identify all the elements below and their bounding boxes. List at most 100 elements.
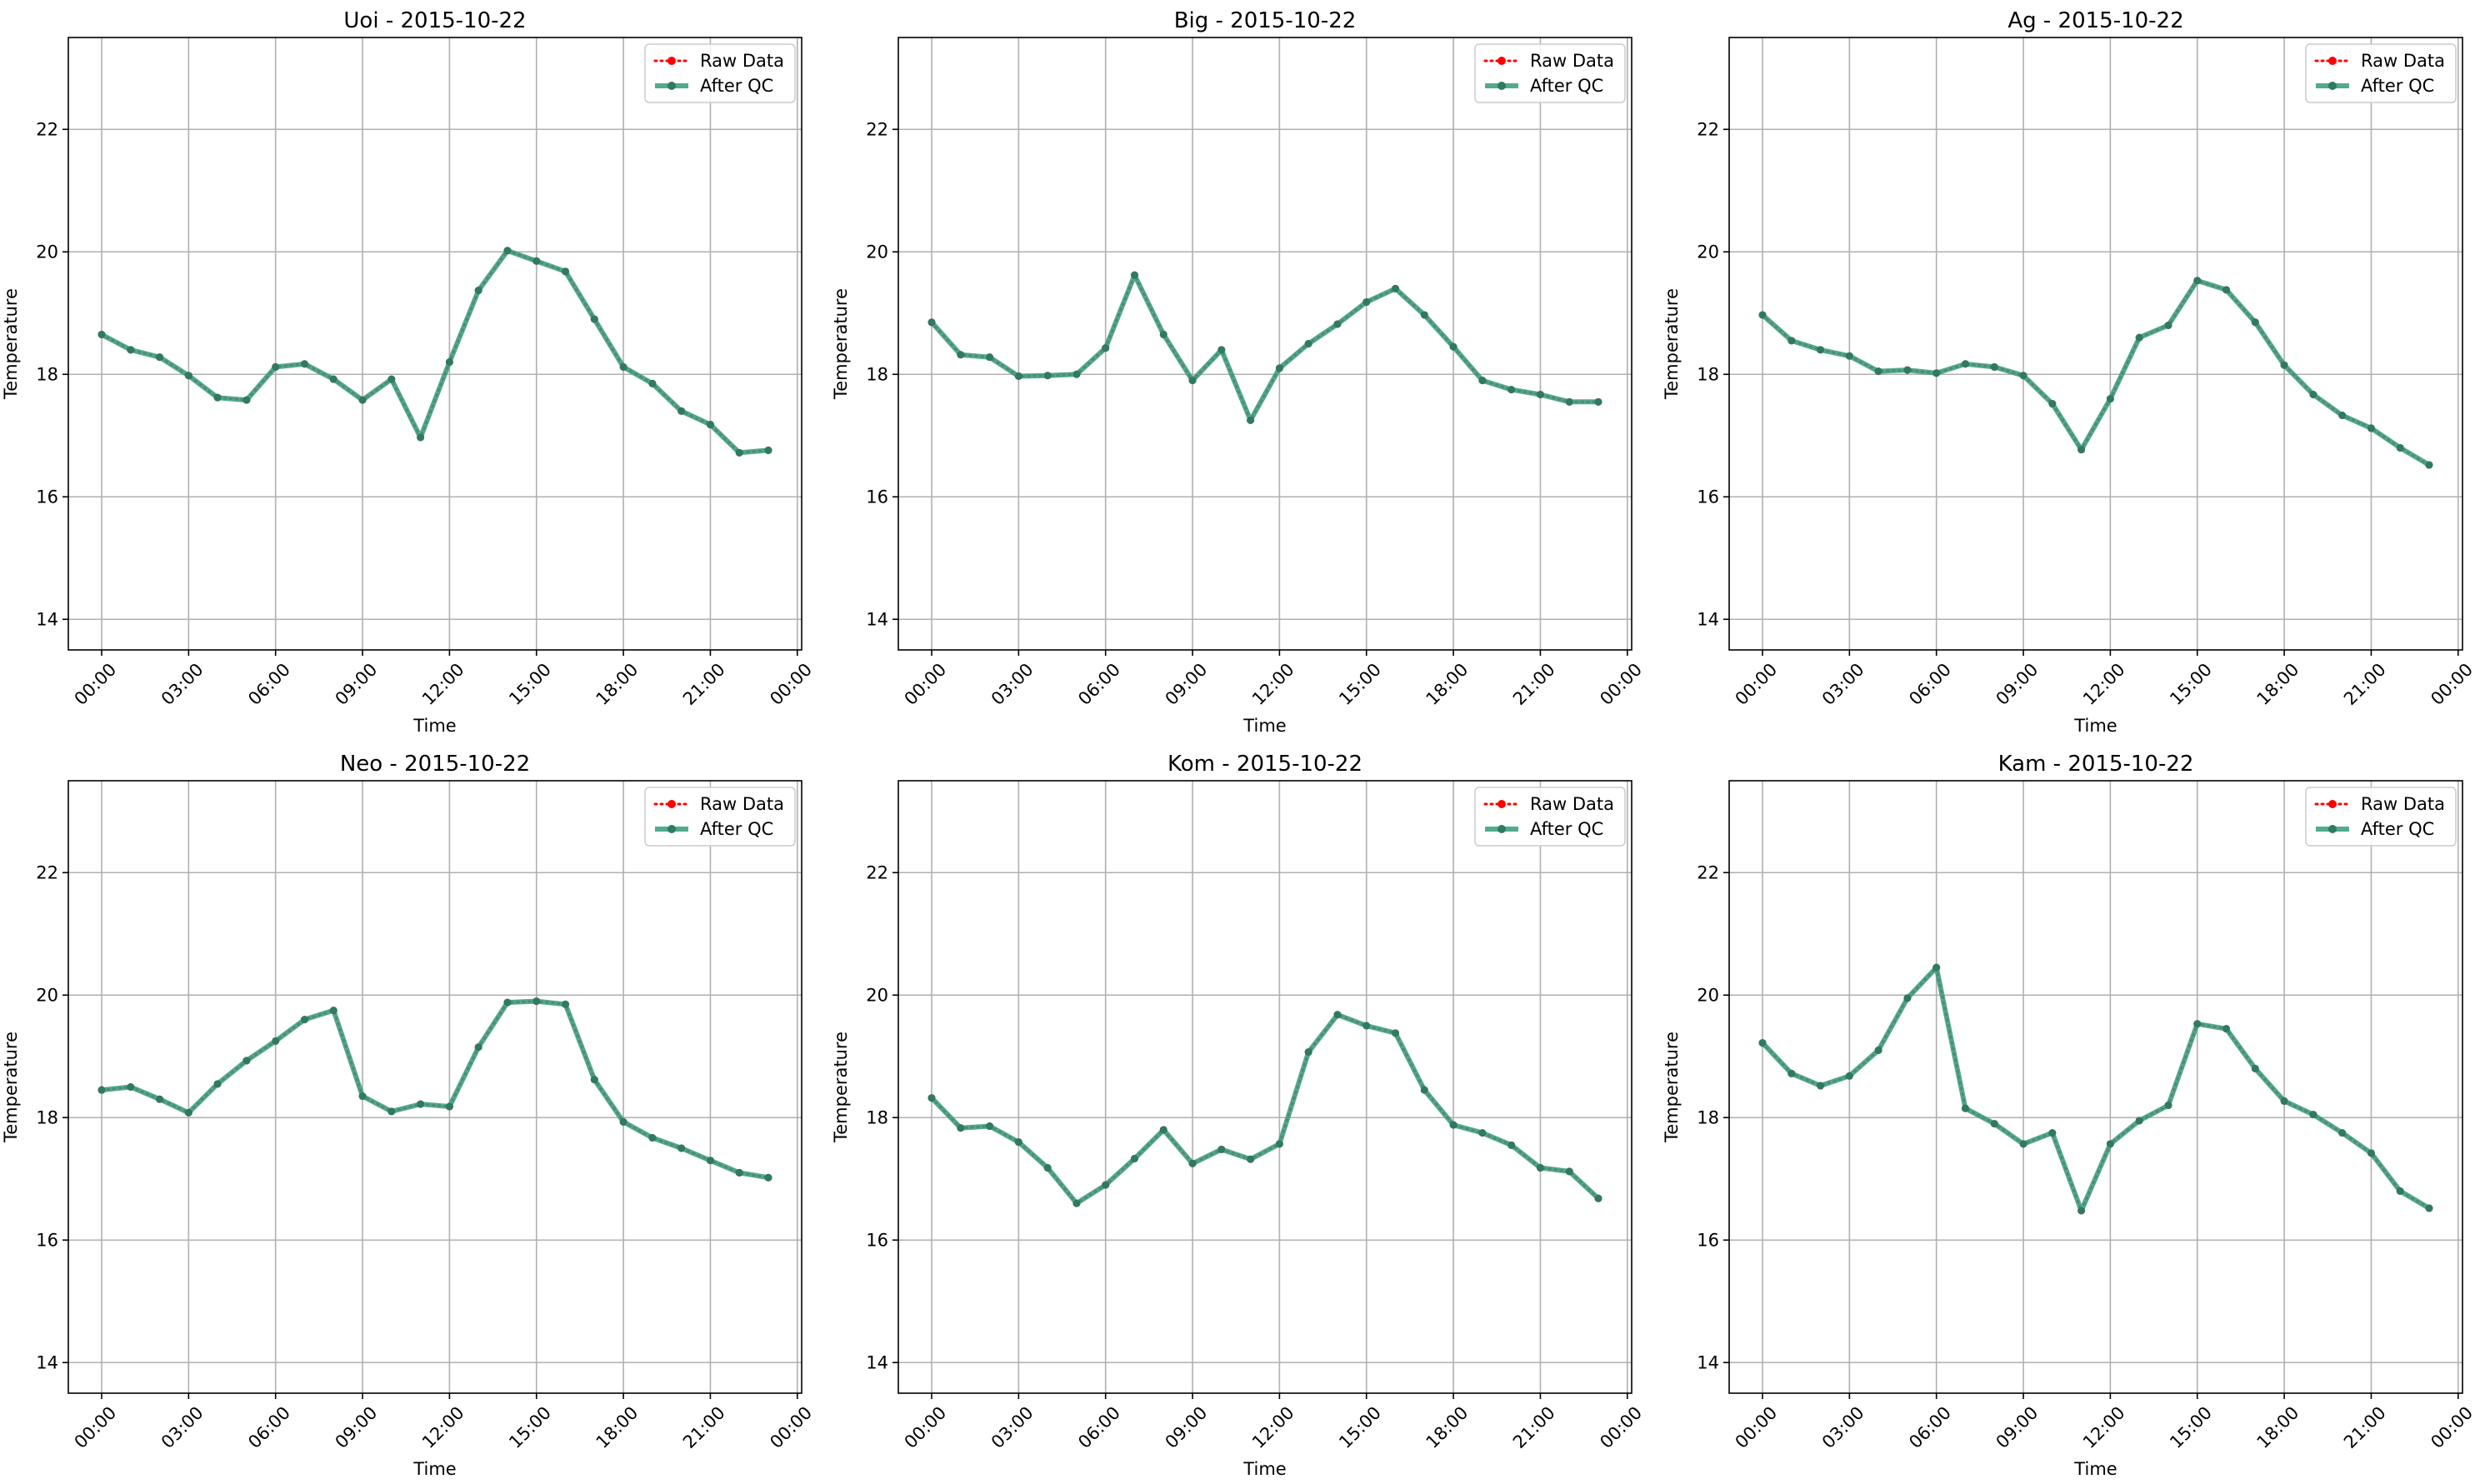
series-line-after-qc [100,247,769,456]
x-tick-label: 00:00 [2427,1402,2477,1452]
y-tick-label: 20 [866,242,888,262]
x-tick-label: 15:00 [2166,1402,2216,1452]
x-tick-label: 09:00 [1162,1402,1212,1452]
data-point-after-qc [98,330,106,338]
data-point-after-qc [1420,311,1428,319]
data-point-after-qc [1247,1155,1255,1163]
data-point-after-qc [1014,1138,1022,1147]
legend-label-raw-data: Raw Data [2361,51,2445,71]
legend-label-after-qc: After QC [1530,76,1603,96]
data-point-after-qc [329,1007,338,1015]
data-point-after-qc [928,318,936,327]
x-tick-label: 06:00 [1074,659,1124,709]
data-point-after-qc [2396,1187,2404,1195]
data-point-after-qc [1845,352,1853,360]
x-tick-label: 15:00 [2166,659,2216,709]
data-point-after-qc [532,257,541,265]
data-point-after-qc [2338,1129,2347,1137]
data-point-after-qc [562,267,570,276]
series-line-after-qc [101,998,769,1181]
y-axis-label: Temperature [1,288,21,400]
data-point-after-qc [417,1100,425,1108]
legend-marker-raw-data [668,800,676,808]
data-point-after-qc [1788,1069,1796,1077]
y-tick-label: 20 [866,985,888,1005]
x-axis-label: Time [412,1459,456,1479]
data-point-after-qc [388,375,396,383]
y-tick-label: 18 [36,1107,58,1127]
data-point-after-qc [272,1037,280,1045]
y-tick-label: 18 [36,364,58,384]
data-point-after-qc [2338,411,2347,419]
data-point-after-qc [1218,1145,1226,1153]
data-point-after-qc [1188,1159,1197,1167]
data-point-after-qc [2425,1204,2433,1212]
x-tick-label: 18:00 [592,659,642,709]
y-axis-label: Temperature [1662,1032,1682,1143]
data-point-after-qc [2019,1140,2028,1148]
data-point-after-qc [1478,377,1487,385]
y-tick-label: 14 [866,1352,888,1372]
data-point-after-qc [1817,1082,1825,1090]
subplot-title: Kam - 2015-10-22 [1998,752,2194,777]
axes-frame [1728,37,2463,651]
y-tick-label: 22 [866,119,888,139]
y-tick-label: 14 [1697,609,1719,629]
data-point-after-qc [1536,391,1544,399]
data-point-after-qc [2048,400,2057,408]
series-line-after-qc [1761,277,2431,467]
x-axis-label: Time [1242,1459,1286,1479]
data-point-after-qc [300,1016,308,1024]
data-point-after-qc [2135,333,2143,342]
y-tick-label: 20 [36,985,58,1005]
series-line-raw-data [930,1013,1600,1206]
data-point-after-qc [1594,397,1602,406]
x-tick-label: 09:00 [1992,1402,2042,1452]
legend-marker-after-qc [668,825,676,833]
data-point-after-qc [2164,1102,2172,1110]
legend-marker-after-qc [668,82,676,90]
y-axis-label: Temperature [1662,288,1682,400]
legend: Raw Data After QC [2305,787,2457,847]
data-point-after-qc [2222,286,2231,294]
subplot-1: 14 16 18 20 22 00:00 03:00 06:00 09:00 12:00 15:00… [1,8,816,736]
x-tick-label: 12:00 [2079,1402,2129,1452]
data-point-after-qc [1536,1164,1544,1172]
y-tick-label: 18 [1697,364,1719,384]
x-tick-label: 03:00 [158,1402,208,1452]
data-point-after-qc [706,421,714,429]
data-point-after-qc [1874,1046,1882,1054]
data-point-after-qc [1788,337,1796,345]
data-point-after-qc [562,1000,570,1008]
subplot-6: 14 16 18 20 22 00:00 03:00 06:00 09:00 12:00 15:00… [1662,752,2477,1479]
x-axis-label: Time [2073,716,2117,736]
axes-frame [898,37,1632,651]
series-line-after-qc [929,1012,1601,1207]
data-point-after-qc [986,353,994,362]
data-point-after-qc [1392,1029,1400,1037]
subplot-3: 14 16 18 20 22 00:00 03:00 06:00 09:00 12:00 15:00… [1662,8,2477,736]
data-point-after-qc [706,1157,714,1165]
legend-marker-raw-data [1498,800,1506,808]
data-point-after-qc [678,407,686,415]
data-point-after-qc [213,393,222,402]
data-point-after-qc [1449,1121,1458,1129]
data-point-after-qc [1932,369,1941,377]
y-tick-label: 16 [36,487,58,507]
legend-marker-raw-data [2328,57,2337,65]
legend-label-after-qc: After QC [2361,819,2434,839]
x-tick-label: 03:00 [158,659,208,709]
data-point-after-qc [2280,1097,2288,1105]
legend: Raw Data After QC [1474,43,1626,103]
data-point-after-qc [1304,1048,1312,1057]
x-tick-label: 00:00 [2427,659,2477,709]
x-tick-label: 15:00 [1335,1402,1385,1452]
y-tick-label: 14 [36,609,58,629]
subplot-title: Neo - 2015-10-22 [340,752,530,777]
data-point-after-qc [532,997,541,1006]
legend: Raw Data After QC [2305,43,2457,103]
series-line-raw-data [100,1000,770,1179]
x-tick-label: 18:00 [592,1402,642,1452]
data-point-after-qc [358,1092,367,1101]
data-point-after-qc [127,346,135,354]
